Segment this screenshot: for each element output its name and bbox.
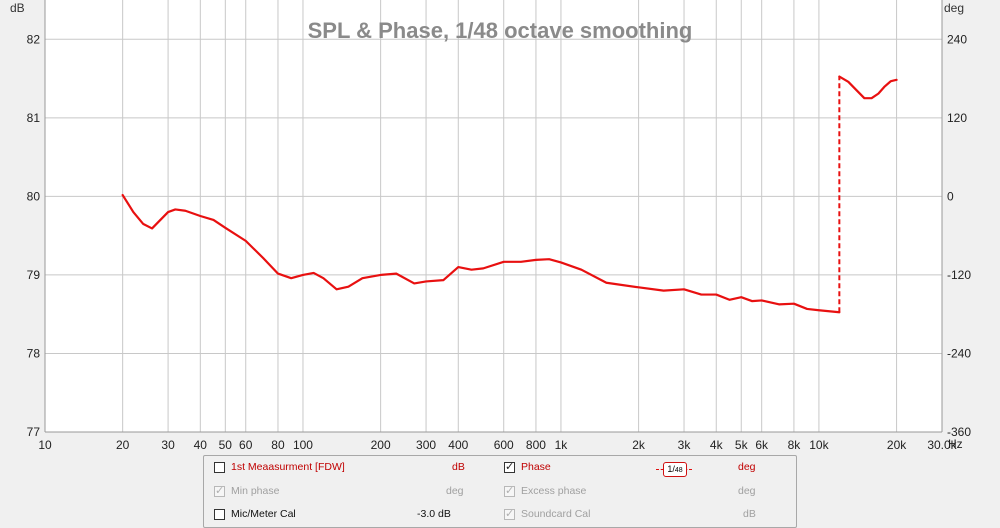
- x-tick-label: 60: [239, 438, 253, 452]
- y-left-tick-label: 81: [27, 111, 41, 125]
- measurement-label: 1st Meaasurment [FDW]: [231, 461, 345, 473]
- excess-phase-checkbox[interactable]: ✓: [504, 485, 515, 497]
- excess-phase-unit: deg: [738, 485, 756, 497]
- legend-panel: 1st Meaasurment [FDW] dB ✓ Phase 1/48 de…: [203, 455, 797, 528]
- smoothing-denominator: 48: [674, 467, 683, 474]
- min-phase-unit: deg: [446, 485, 464, 497]
- y-right-tick-label: -120: [947, 268, 971, 282]
- x-tick-label: 2k: [632, 438, 646, 452]
- x-tick-label: 10: [38, 438, 52, 452]
- x-axis-unit-label: Hz: [948, 437, 963, 451]
- min-phase-label: Min phase: [231, 485, 280, 497]
- y-right-tick-labels: -360 -240 -120 0 120 240: [947, 32, 971, 439]
- soundcard-cal-checkbox[interactable]: ✓: [504, 508, 515, 520]
- phase-label: Phase: [521, 461, 551, 473]
- x-tick-label: 6k: [755, 438, 769, 452]
- phase-series-line: [121, 193, 841, 314]
- spl-phase-chart[interactable]: 10 20 30 40 50 60 80 100 200 300 400 600 800 1k 2k 3k 4k…: [0, 0, 1000, 455]
- y-left-axis-label: dB: [10, 1, 25, 15]
- phase-unit: deg: [738, 461, 756, 473]
- mic-cal-checkbox[interactable]: [214, 509, 225, 520]
- y-left-tick-label: 82: [27, 32, 41, 46]
- smoothing-button[interactable]: 1/48: [663, 462, 687, 477]
- chart-title: SPL & Phase, 1/48 octave smoothing: [308, 18, 693, 43]
- legend-row-min-phase: ✓ Min phase deg ✓ Excess phase deg: [204, 482, 796, 502]
- x-tick-label: 4k: [710, 438, 724, 452]
- measurement-unit: dB: [452, 461, 465, 473]
- y-right-tick-label: -240: [947, 346, 971, 360]
- x-tick-label: 600: [494, 438, 514, 452]
- mic-cal-value: -3.0 dB: [417, 508, 451, 520]
- x-tick-label: 400: [448, 438, 468, 452]
- mic-cal-label: Mic/Meter Cal: [231, 508, 296, 520]
- phase-series-line: [838, 75, 898, 100]
- excess-phase-label: Excess phase: [521, 485, 587, 497]
- x-tick-label: 50: [219, 438, 233, 452]
- phase-checkbox[interactable]: ✓: [504, 461, 515, 473]
- y-left-tick-label: 77: [27, 425, 41, 439]
- y-right-tick-label: 0: [947, 189, 954, 203]
- y-left-tick-label: 78: [27, 346, 41, 360]
- x-tick-label: 40: [194, 438, 208, 452]
- x-tick-labels: 10 20 30 40 50 60 80 100 200 300 400 600 800 1k 2k 3k 4k…: [38, 438, 957, 452]
- x-tick-label: 300: [416, 438, 436, 452]
- soundcard-cal-label: Soundcard Cal: [521, 508, 591, 520]
- y-left-tick-label: 80: [27, 189, 41, 203]
- plot-area: [45, 0, 942, 432]
- measurement-checkbox[interactable]: [214, 462, 225, 473]
- x-tick-label: 10k: [809, 438, 829, 452]
- y-right-tick-label: 120: [947, 111, 967, 125]
- x-tick-label: 200: [371, 438, 391, 452]
- y-left-tick-label: 79: [27, 268, 41, 282]
- x-tick-label: 3k: [678, 438, 692, 452]
- legend-row-cal: Mic/Meter Cal -3.0 dB ✓ Soundcard Cal dB: [204, 505, 796, 525]
- x-tick-label: 30.0k: [927, 438, 957, 452]
- x-tick-label: 100: [293, 438, 313, 452]
- series-group: [121, 75, 898, 314]
- min-phase-checkbox[interactable]: ✓: [214, 485, 225, 497]
- x-tick-label: 800: [526, 438, 546, 452]
- x-tick-label: 20: [116, 438, 130, 452]
- smoothing-numerator: 1: [667, 464, 673, 474]
- grid-lines: [44, 0, 943, 433]
- x-tick-label: 5k: [735, 438, 749, 452]
- y-right-tick-label: -360: [947, 425, 971, 439]
- x-tick-label: 8k: [788, 438, 802, 452]
- x-tick-label: 20k: [887, 438, 907, 452]
- y-right-tick-label: 240: [947, 32, 967, 46]
- y-right-axis-label: deg: [944, 1, 964, 15]
- y-left-tick-labels: 77 78 79 80 81 82: [27, 32, 41, 439]
- soundcard-cal-unit: dB: [743, 508, 756, 520]
- x-tick-label: 30: [161, 438, 175, 452]
- legend-row-measurement: 1st Meaasurment [FDW] dB ✓ Phase 1/48 de…: [204, 458, 796, 478]
- x-tick-label: 80: [271, 438, 285, 452]
- x-tick-label: 1k: [555, 438, 569, 452]
